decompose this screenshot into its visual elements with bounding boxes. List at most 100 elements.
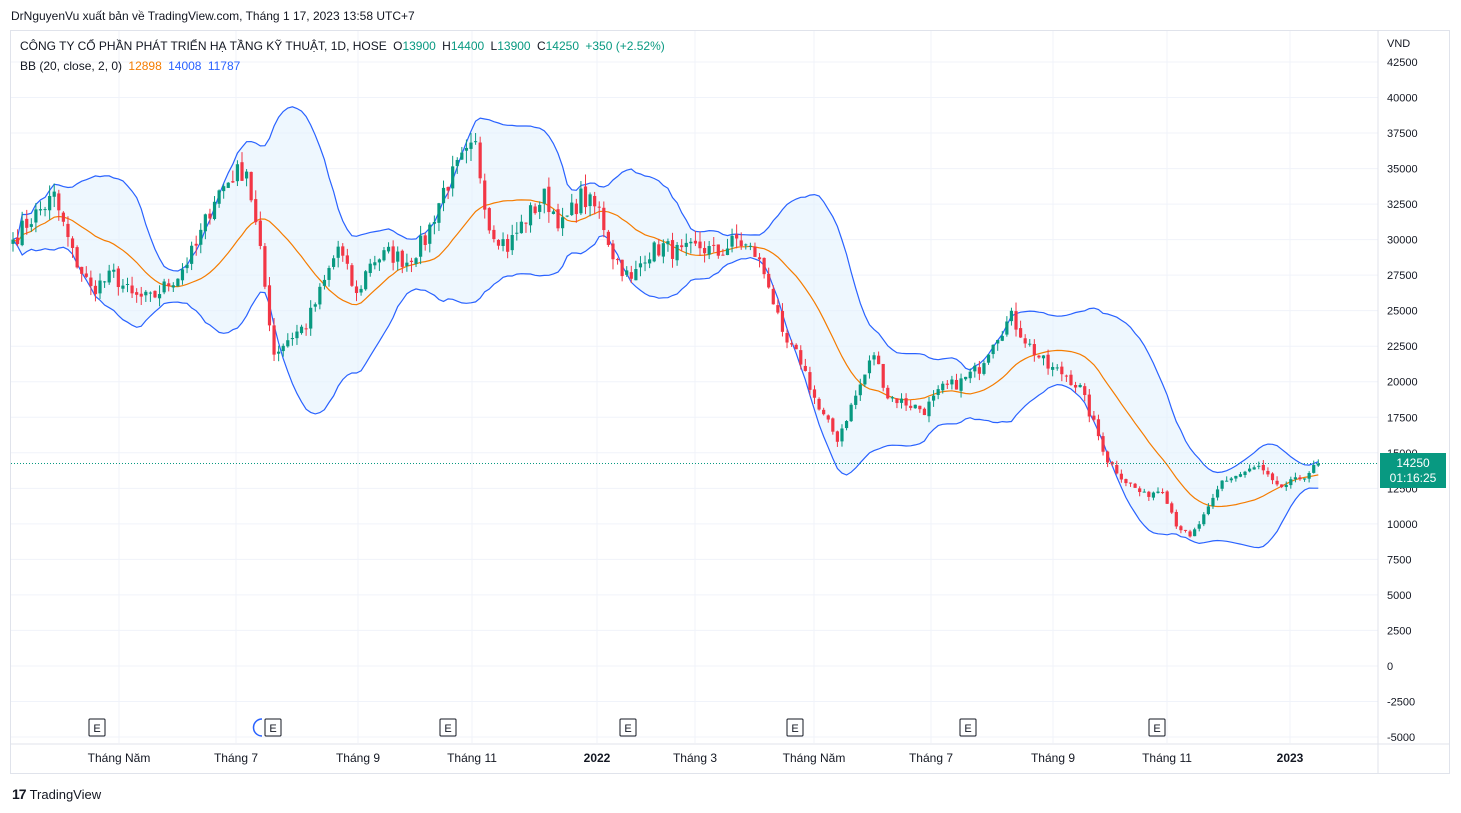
candle-body bbox=[735, 234, 739, 239]
candle-body bbox=[107, 270, 111, 283]
candle-body bbox=[267, 285, 272, 326]
candle-body bbox=[831, 418, 835, 432]
candle-body bbox=[496, 239, 501, 246]
candle-body bbox=[162, 281, 166, 293]
candle-body bbox=[1000, 335, 1004, 341]
candle-body bbox=[423, 235, 427, 246]
candle-body bbox=[1193, 529, 1197, 537]
candle-body bbox=[510, 235, 514, 251]
candle-body bbox=[1009, 310, 1014, 322]
candle-body bbox=[867, 360, 872, 374]
publisher-caption: DrNguyenVu xuất bản về TradingView.com, … bbox=[11, 9, 415, 23]
candle-body bbox=[1051, 366, 1055, 370]
candle-body bbox=[1147, 491, 1151, 497]
candle-body bbox=[634, 269, 638, 281]
candle-body bbox=[309, 307, 313, 329]
y-tick-label: -2500 bbox=[1387, 696, 1415, 708]
y-tick-label: -5000 bbox=[1387, 732, 1415, 744]
candle-body bbox=[441, 187, 446, 204]
candle-body bbox=[661, 243, 665, 257]
candle-body bbox=[909, 405, 913, 408]
candle-body bbox=[648, 259, 652, 264]
bb-label[interactable]: BB (20, close, 2, 0) bbox=[20, 59, 123, 73]
close-value: C14250 bbox=[537, 39, 579, 53]
candle-body bbox=[776, 305, 780, 313]
earnings-marker bbox=[786, 718, 804, 737]
candle-body bbox=[20, 220, 24, 246]
y-tick-label: 42500 bbox=[1387, 57, 1418, 69]
candle-body bbox=[377, 259, 381, 263]
candle-body bbox=[460, 152, 464, 160]
candle-body bbox=[583, 186, 588, 208]
candle-body bbox=[748, 245, 752, 247]
candle-body bbox=[70, 238, 75, 248]
candle-body bbox=[854, 395, 858, 405]
x-tick-label: Tháng 9 bbox=[1031, 751, 1075, 765]
candle-body bbox=[80, 266, 84, 274]
candle-body bbox=[1060, 366, 1064, 375]
candle-body bbox=[739, 240, 743, 247]
candle-body bbox=[886, 387, 890, 399]
candle-body bbox=[547, 186, 551, 213]
candle-body bbox=[1289, 479, 1293, 486]
candle-body bbox=[954, 379, 959, 390]
open-label: O bbox=[393, 39, 403, 53]
candle-body bbox=[904, 398, 908, 406]
x-tick-label: Tháng 7 bbox=[909, 751, 953, 765]
candle-body bbox=[964, 376, 968, 380]
candle-body bbox=[615, 259, 620, 261]
open-number: 13900 bbox=[402, 39, 436, 53]
candle-body bbox=[327, 268, 331, 280]
candle-body bbox=[996, 339, 1000, 344]
candle-body bbox=[336, 246, 340, 258]
candle-body bbox=[52, 191, 56, 197]
footer-branding[interactable]: 17 TradingView bbox=[12, 786, 101, 802]
candle-body bbox=[11, 239, 15, 244]
candle-body bbox=[148, 292, 152, 294]
candle-body bbox=[93, 285, 98, 295]
candle-body bbox=[277, 351, 281, 354]
candle-body bbox=[638, 263, 643, 268]
candle-body bbox=[180, 269, 185, 281]
candle-body bbox=[858, 384, 862, 396]
candle-body bbox=[680, 245, 684, 248]
candle-body bbox=[702, 247, 707, 254]
candle-body bbox=[1069, 374, 1073, 386]
y-tick-label: 10000 bbox=[1387, 519, 1418, 531]
candle-body bbox=[767, 273, 771, 288]
candle-body bbox=[391, 246, 395, 263]
candle-body bbox=[157, 294, 162, 299]
candle-body bbox=[501, 239, 505, 247]
candle-body bbox=[313, 304, 317, 307]
candle-body bbox=[38, 209, 43, 211]
candle-body bbox=[364, 271, 368, 290]
candle-body bbox=[625, 270, 629, 275]
candle-body bbox=[1275, 480, 1279, 485]
symbol-title[interactable]: CÔNG TY CỔ PHẦN PHÁT TRIỂN HẠ TẦNG KỸ TH… bbox=[20, 39, 387, 53]
candle-body bbox=[464, 147, 469, 151]
low-number: 13900 bbox=[497, 39, 531, 53]
candle-body bbox=[629, 272, 633, 279]
candle-body bbox=[950, 379, 954, 385]
candle-body bbox=[936, 389, 940, 395]
candle-body bbox=[863, 374, 867, 385]
candle-body bbox=[1142, 491, 1146, 493]
candle-body bbox=[844, 420, 849, 429]
candle-body bbox=[1188, 531, 1192, 537]
earnings-marker bbox=[619, 718, 637, 737]
candle-body bbox=[1165, 491, 1169, 504]
candle-body bbox=[794, 344, 798, 350]
candle-body bbox=[1174, 511, 1178, 527]
candle-body bbox=[272, 325, 276, 355]
candle-body bbox=[707, 246, 711, 255]
candle-body bbox=[561, 217, 565, 229]
candle-body bbox=[519, 221, 523, 234]
candle-body bbox=[29, 224, 33, 227]
candle-body bbox=[249, 171, 253, 201]
candle-body bbox=[593, 195, 597, 207]
candle-body bbox=[226, 182, 230, 188]
candle-body bbox=[1138, 488, 1142, 493]
candle-body bbox=[895, 398, 899, 404]
candle-body bbox=[1298, 477, 1302, 480]
